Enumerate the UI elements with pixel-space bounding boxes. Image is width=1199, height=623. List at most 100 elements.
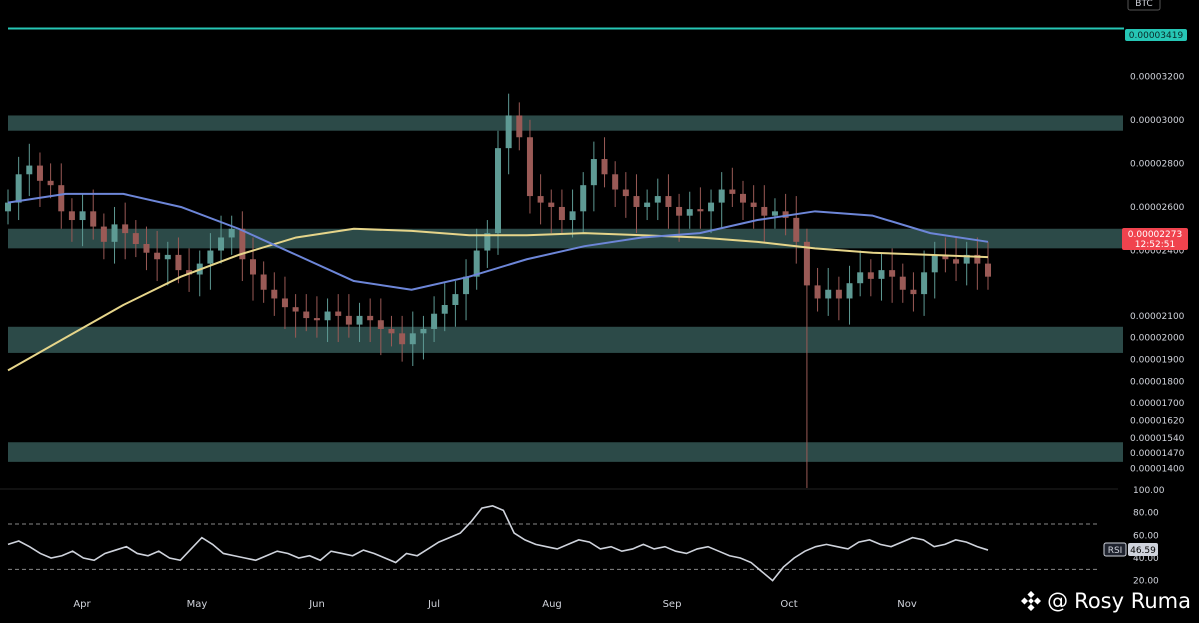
month-label: Jun xyxy=(308,599,325,610)
candle-body xyxy=(207,250,214,264)
price-tick-label: 0.00001700 xyxy=(1130,399,1185,409)
price-level-lines xyxy=(0,27,1124,490)
candle-body xyxy=(878,270,885,279)
candle-body xyxy=(718,189,725,203)
candle-body xyxy=(281,298,288,308)
month-label: Apr xyxy=(73,599,91,610)
candle-body xyxy=(814,285,821,299)
candle-body xyxy=(835,289,842,299)
rsi-value-label: 46.59 xyxy=(1130,546,1156,556)
candle-body xyxy=(708,202,715,212)
candle-body xyxy=(953,259,960,264)
candle-body xyxy=(740,193,746,203)
support-resistance-zones xyxy=(8,115,1123,462)
rsi-tick-label: 40.00 xyxy=(1133,554,1159,564)
zone-2 xyxy=(8,228,1123,249)
moving-averages xyxy=(7,192,989,372)
candle-body xyxy=(271,289,278,299)
month-label: Aug xyxy=(542,599,562,610)
candle-body xyxy=(622,189,629,197)
zone-1 xyxy=(8,115,1123,131)
candle-body xyxy=(558,206,565,221)
level-badge[interactable]: 0.00003419 xyxy=(1125,29,1187,41)
candle-body xyxy=(867,272,874,279)
candle-body xyxy=(26,165,33,175)
candle-body xyxy=(771,211,778,216)
candle-body xyxy=(292,307,299,312)
price-tick-label: 0.00001900 xyxy=(1130,355,1185,365)
candle-body xyxy=(857,272,864,284)
candle-body xyxy=(548,202,555,207)
rsi-badge[interactable]: RSI 46.59 xyxy=(1103,542,1158,557)
last-price-badge[interactable]: 0.00002273 12:52:51 xyxy=(1122,228,1188,250)
candle-body xyxy=(345,315,352,325)
candle-body xyxy=(974,254,981,264)
candle-countdown-label: 12:52:51 xyxy=(1135,240,1175,250)
month-label: Nov xyxy=(897,599,917,610)
candle-body xyxy=(612,174,619,190)
candle-body xyxy=(963,254,970,264)
candle-body xyxy=(58,185,65,212)
zone-3 xyxy=(8,326,1123,353)
price-tick-label: 0.00002000 xyxy=(1130,334,1185,344)
currency-tag[interactable]: BTC xyxy=(1127,0,1161,11)
candle-body xyxy=(644,202,651,207)
candle-body xyxy=(228,228,235,238)
candle-body xyxy=(335,311,342,316)
candle-body xyxy=(665,196,672,207)
candle-body xyxy=(313,318,320,321)
rsi-badge-label: RSI xyxy=(1108,546,1123,556)
price-tick-label: 0.00001400 xyxy=(1130,464,1185,474)
candle-body xyxy=(111,224,118,242)
candle-body xyxy=(495,148,501,234)
price-tick-label: 0.00002800 xyxy=(1130,159,1185,169)
candle-body xyxy=(921,272,928,295)
candle-body xyxy=(239,228,246,260)
time-axis[interactable]: Apr May Jun Jul Aug Sep Oct Nov xyxy=(73,599,916,610)
rsi-panel xyxy=(7,505,1100,582)
candle-body xyxy=(910,289,917,295)
candlestick-series xyxy=(5,93,991,488)
candle-body xyxy=(899,276,906,290)
candle-body xyxy=(729,189,736,194)
candle-body xyxy=(218,237,225,251)
candle-body xyxy=(324,311,331,321)
candle-body xyxy=(526,137,533,197)
currency-tag-label: BTC xyxy=(1135,0,1152,9)
candle-body xyxy=(377,320,384,329)
price-axis[interactable]: 0.00003200 0.00003000 0.00002800 0.00002600… xyxy=(1130,72,1185,586)
candle-body xyxy=(697,209,704,212)
price-tick-label: 0.00002600 xyxy=(1130,203,1185,213)
price-tick-label: 0.00001540 xyxy=(1130,434,1185,444)
moving-average-blue-line xyxy=(7,192,989,291)
zone-4 xyxy=(8,442,1123,462)
candle-body xyxy=(154,252,161,260)
candle-body xyxy=(164,254,171,260)
candle-body xyxy=(505,115,512,149)
candle-body xyxy=(654,196,661,203)
candle-body xyxy=(15,174,22,203)
candle-body xyxy=(36,165,43,181)
candle-body xyxy=(79,211,86,221)
candle-body xyxy=(441,305,448,314)
binance-diamond-icon xyxy=(1021,591,1042,611)
candle-body xyxy=(431,313,438,329)
level-badge-label: 0.00003419 xyxy=(1129,31,1184,41)
candle-body xyxy=(143,244,150,253)
price-tick-label: 0.00001620 xyxy=(1130,416,1185,426)
candle-body xyxy=(825,289,832,299)
candle-body xyxy=(420,328,427,334)
candle-body xyxy=(761,206,768,216)
candle-body xyxy=(367,315,374,321)
candle-body xyxy=(484,233,491,251)
price-tick-label: 0.00003200 xyxy=(1130,72,1185,82)
candle-body xyxy=(580,185,587,212)
candle-body xyxy=(537,196,544,203)
rsi-tick-label: 20.00 xyxy=(1133,577,1159,587)
candle-body xyxy=(186,270,193,275)
candle-body xyxy=(132,233,139,244)
candle-body xyxy=(303,311,310,319)
candle-body xyxy=(782,211,789,218)
